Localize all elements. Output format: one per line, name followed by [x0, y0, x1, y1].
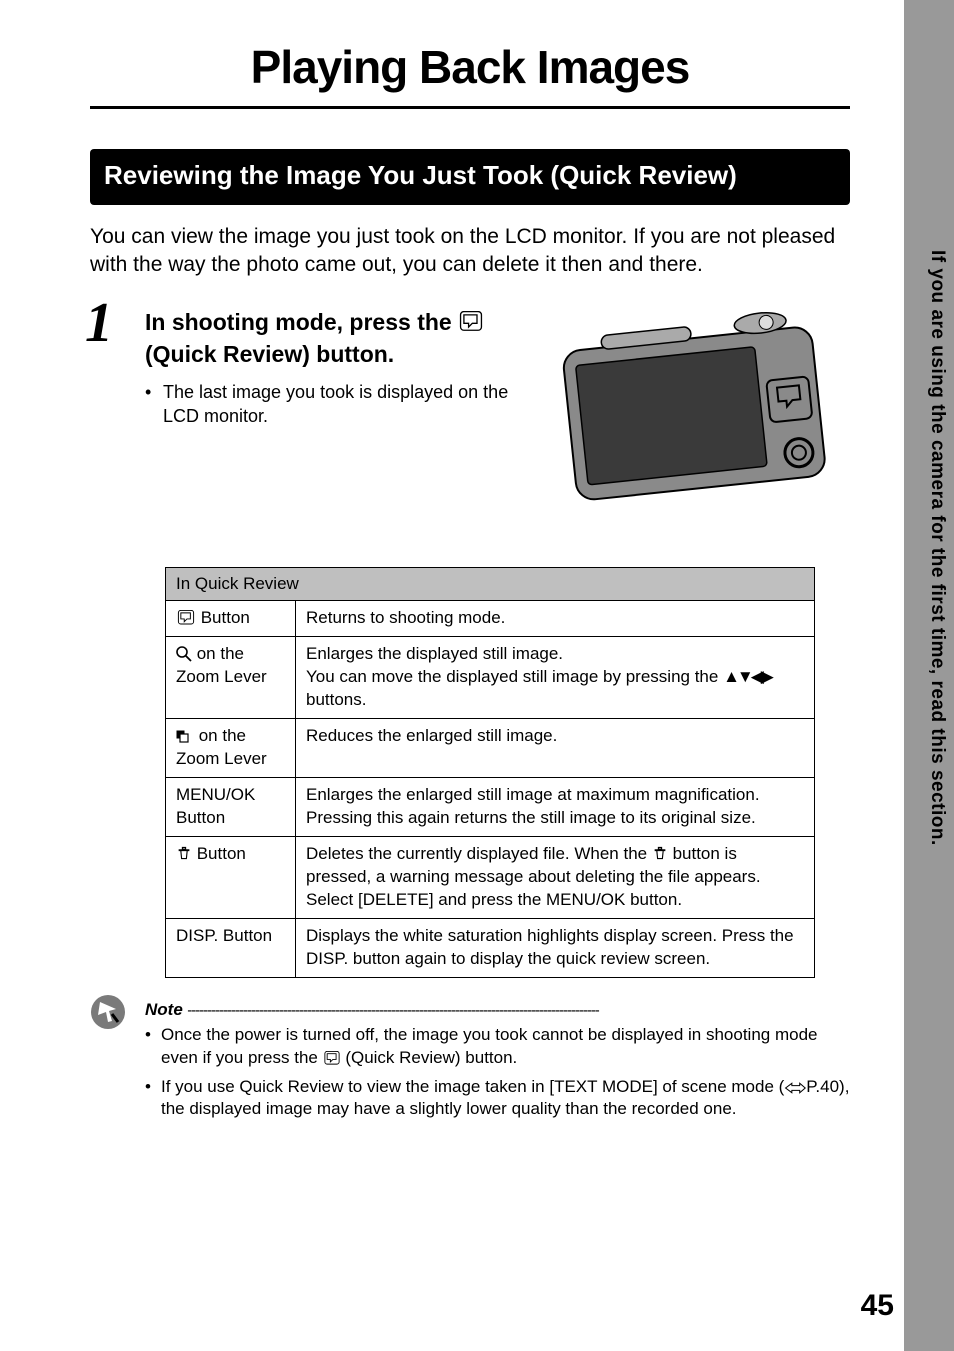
wide-icon — [176, 730, 194, 744]
cell-disp: DISP. Button — [166, 918, 296, 977]
cell-trash: Button — [166, 836, 296, 918]
cell-desc: Enlarges the enlarged still image at max… — [296, 778, 815, 837]
table-row: Button Deletes the currently displayed f… — [166, 836, 815, 918]
step-number: 1 — [85, 295, 113, 351]
trash-icon — [652, 844, 668, 862]
section-header: Reviewing the Image You Just Took (Quick… — [90, 149, 850, 205]
step-bullet-1: The last image you took is displayed on … — [145, 380, 525, 429]
table-header: In Quick Review — [166, 568, 815, 601]
cell-desc: Reduces the enlarged still image. — [296, 719, 815, 778]
quick-review-icon — [323, 1051, 341, 1066]
table-row: on the Zoom Lever Enlarges the displayed… — [166, 637, 815, 719]
cell-desc: Returns to shooting mode. — [296, 601, 815, 637]
cell-zoom-in: on the Zoom Lever — [166, 637, 296, 719]
cell-desc: Enlarges the displayed still image. You … — [296, 637, 815, 719]
quick-review-table: In Quick Review Button Returns to shooti… — [165, 567, 815, 977]
quick-review-icon — [176, 610, 196, 626]
note-list: Once the power is turned off, the image … — [145, 1024, 850, 1122]
note-item: If you use Quick Review to view the imag… — [145, 1076, 850, 1122]
note-icon — [90, 994, 126, 1030]
step-1: 1 In shooting mode, press the (Quick Rev… — [90, 307, 850, 547]
table-row: MENU/OK Button Enlarges the enlarged sti… — [166, 778, 815, 837]
note-dashes: ----------------------------------------… — [187, 1002, 599, 1019]
note-block: Note -----------------------------------… — [90, 1000, 850, 1122]
magnify-icon — [176, 646, 192, 662]
page-content: Playing Back Images Reviewing the Image … — [0, 0, 954, 1351]
arrow-icons: ▲▼◀▶ — [723, 667, 771, 686]
table-row: on the Zoom Lever Reduces the enlarged s… — [166, 719, 815, 778]
step-title-pre: In shooting mode, press the — [145, 309, 458, 335]
note-label: Note — [145, 1000, 183, 1019]
table-row: Button Returns to shooting mode. — [166, 601, 815, 637]
quick-review-icon — [458, 311, 484, 333]
cell-desc: Deletes the currently displayed file. Wh… — [296, 836, 815, 918]
step-title-post: (Quick Review) button. — [145, 341, 394, 367]
cell-button-qr: Button — [166, 601, 296, 637]
section-intro: You can view the image you just took on … — [90, 223, 850, 280]
step-title: In shooting mode, press the (Quick Revie… — [145, 307, 525, 369]
chapter-title: Playing Back Images — [90, 40, 850, 109]
cell-zoom-out: on the Zoom Lever — [166, 719, 296, 778]
cell-menu-ok: MENU/OK Button — [166, 778, 296, 837]
table-row: DISP. Button Displays the white saturati… — [166, 918, 815, 977]
note-item: Once the power is turned off, the image … — [145, 1024, 850, 1070]
note-heading: Note -----------------------------------… — [145, 1000, 850, 1020]
camera-illustration — [540, 307, 850, 527]
page-number: 45 — [861, 1289, 894, 1323]
cell-desc: Displays the white saturation highlights… — [296, 918, 815, 977]
pointer-ref-icon — [784, 1081, 806, 1095]
trash-icon — [176, 844, 192, 862]
step-bullets: The last image you took is displayed on … — [145, 380, 525, 429]
